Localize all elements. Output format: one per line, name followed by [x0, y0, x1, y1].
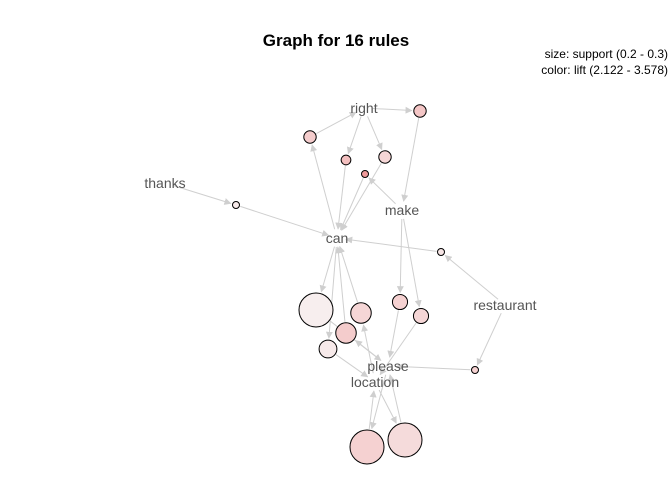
edge-r16-to-please — [388, 374, 402, 423]
rule-node-r5[interactable] — [378, 150, 392, 164]
rule-node-r9[interactable] — [350, 302, 372, 324]
item-label-right[interactable]: right — [350, 100, 377, 116]
edge-r13-to-location — [335, 354, 369, 378]
rule-node-r6[interactable] — [232, 201, 240, 209]
edge-location-to-r16 — [378, 389, 397, 424]
edge-r7-to-can — [345, 236, 437, 252]
edge-can-to-r13 — [325, 246, 337, 339]
item-label-restaurant[interactable]: restaurant — [473, 297, 536, 313]
item-label-please[interactable]: please — [367, 358, 408, 374]
edges-layer — [173, 106, 502, 430]
edge-make-to-r4 — [368, 177, 396, 205]
edge-r15-to-location — [368, 390, 377, 430]
edge-r9-to-can — [338, 245, 359, 303]
edge-r2-to-right — [316, 111, 357, 135]
rule-node-r15[interactable] — [349, 429, 385, 465]
edge-r4-to-can — [339, 177, 364, 231]
edge-restaurant-to-r7 — [444, 255, 499, 300]
edge-please-to-r11 — [355, 340, 382, 361]
item-labels-layer: right thanks make can restaurant pleaselocati… — [144, 100, 536, 390]
rule-node-r3[interactable] — [340, 154, 352, 166]
edge-location-to-r9 — [361, 324, 374, 374]
rule-node-r12[interactable] — [412, 307, 430, 325]
edge-thanks-to-r6 — [173, 185, 232, 205]
edge-right-to-r5 — [367, 116, 383, 151]
rule-node-r1[interactable] — [413, 104, 427, 118]
edge-r10-to-please — [387, 310, 399, 358]
edge-r3-to-can — [335, 165, 346, 230]
edge-r12-to-location — [379, 322, 417, 376]
rule-node-r11[interactable] — [335, 322, 357, 344]
edge-r1-to-make — [401, 117, 420, 202]
rule-node-r2[interactable] — [303, 130, 317, 144]
edge-make-to-r12 — [403, 218, 422, 308]
rule-node-r4[interactable] — [361, 170, 369, 178]
edge-make-to-r10 — [396, 218, 404, 294]
edge-right-to-r3 — [346, 116, 362, 155]
edge-please-to-r15 — [369, 374, 387, 430]
rule-node-r10[interactable] — [391, 293, 409, 311]
rule-node-r14[interactable] — [471, 366, 479, 374]
edge-r5-to-can — [341, 162, 382, 231]
edge-restaurant-to-r14 — [476, 312, 502, 366]
edge-r14-to-please — [396, 363, 471, 371]
item-label-thanks[interactable]: thanks — [144, 175, 185, 191]
legend-color: color: lift (2.122 - 3.578) — [541, 63, 668, 77]
item-label-can[interactable]: can — [326, 230, 349, 246]
edge-can-to-r8 — [319, 246, 335, 293]
edge-r6-to-can — [240, 205, 330, 237]
rule-node-r8[interactable] — [298, 292, 334, 328]
edge-r11-to-can — [334, 246, 346, 322]
item-label-location[interactable]: location — [351, 374, 399, 390]
rule-node-r16[interactable] — [387, 422, 423, 458]
edge-right-to-r1 — [372, 106, 413, 114]
edge-can-to-r2 — [310, 144, 336, 230]
item-label-make[interactable]: make — [385, 202, 419, 218]
legend-size: size: support (0.2 - 0.3) — [545, 47, 668, 61]
rule-nodes-layer — [232, 104, 479, 465]
rule-node-r7[interactable] — [437, 248, 445, 256]
rule-node-r13[interactable] — [318, 339, 338, 359]
graph-title: Graph for 16 rules — [263, 31, 409, 50]
